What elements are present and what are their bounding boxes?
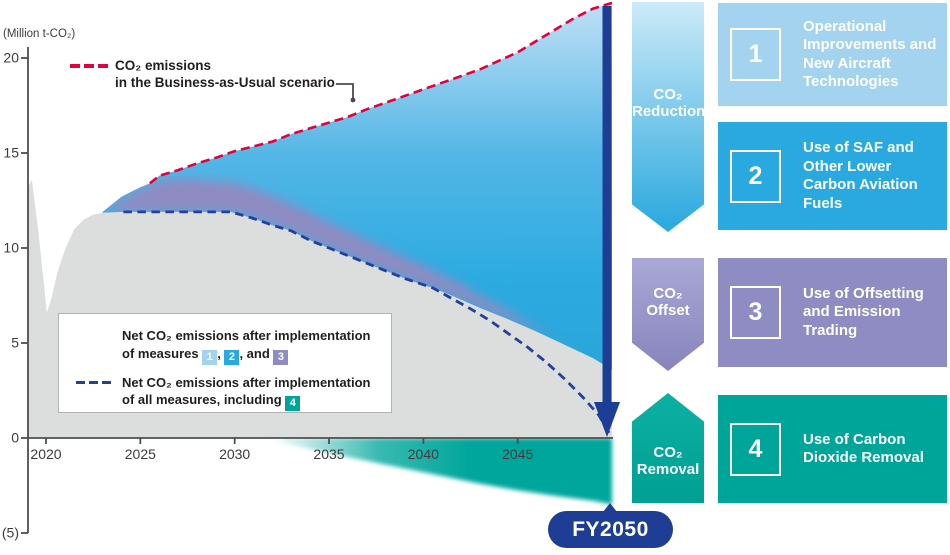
- measure-box-4: 4 Use of Carbon Dioxide Removal: [718, 395, 947, 503]
- co2-reduction-arrow-line2: Reduction: [632, 103, 706, 120]
- x-tick-label: 2035: [313, 446, 344, 462]
- bau-series-legend: CO₂ emissions in the Business-as-Usual s…: [70, 57, 335, 91]
- measure-1-label: Operational Improvements and New Aircraf…: [803, 17, 937, 91]
- x-tick-label: 2045: [502, 446, 533, 462]
- measure-box-3: 3 Use of Offsetting and Emission Trading: [718, 258, 947, 367]
- chart-dashed-lines: [123, 1, 614, 439]
- x-tick-label: 2025: [125, 446, 156, 462]
- co2-reduction-blue-area: [102, 2, 612, 370]
- co2-removal-arrow-line2: Removal: [636, 461, 700, 478]
- co2-removal-area: [263, 438, 612, 505]
- measure-3-label: Use of Offsetting and Emission Trading: [803, 284, 924, 339]
- legend-row-net123: Net CO₂ emissions after implementation o…: [76, 327, 391, 365]
- fy2050-label: FY2050: [548, 503, 673, 548]
- bau-red-dashed-line: [148, 1, 613, 185]
- measure-2-chip: 2: [224, 349, 240, 365]
- y-tick-label: (5): [2, 525, 19, 541]
- co2-removal-arrow: CO₂ Removal: [632, 393, 704, 503]
- x-tick-label: 2020: [30, 446, 61, 462]
- chart-axes: 20 15 10 5 0 (5) 2020 2025 2030 2035 2040 2045: [2, 47, 613, 541]
- bau-legend-line1: CO₂ emissions: [115, 58, 212, 73]
- legend-net123-line2: of measures 1, 2, and 3: [122, 345, 371, 365]
- net-all-navy-dashed-line: [123, 210, 614, 439]
- y-tick-label: 5: [11, 335, 19, 351]
- measure-2-label: Use of SAF and Other Lower Carbon Aviati…: [803, 139, 918, 212]
- co2-offset-arrow: CO₂ Offset: [632, 258, 704, 371]
- legend-net123-line1: Net CO₂ emissions after implementation: [122, 328, 371, 343]
- legend-netall-line1: Net CO₂ emissions after implementation: [122, 374, 371, 390]
- legend-row-net-all: Net CO₂ emissions after implementation o…: [76, 374, 391, 412]
- navy-dash-sample: [76, 374, 122, 412]
- co2-reduction-arrow-line1: CO₂: [653, 86, 683, 103]
- co2-reduction-arrow: CO₂ Reduction: [632, 2, 704, 232]
- measure-2-number: 2: [730, 149, 781, 203]
- measure-box-2: 2 Use of SAF and Other Lower Carbon Avia…: [718, 122, 947, 230]
- y-tick-label: 0: [11, 430, 19, 446]
- y-tick-label: 15: [3, 145, 19, 161]
- measure-4-chip: 4: [285, 396, 301, 411]
- co2-total-reduction-arrow: [594, 6, 620, 437]
- chart-legend-box: Net CO₂ emissions after implementation o…: [58, 313, 392, 413]
- co2-removal-arrow-line1: CO₂: [653, 444, 683, 461]
- co2-offset-arrow-line1: CO₂: [653, 284, 683, 302]
- gray-area-swatch: [76, 327, 122, 365]
- y-tick-label: 10: [3, 240, 19, 256]
- measure-box-1: 1 Operational Improvements and New Aircr…: [718, 3, 947, 106]
- y-axis-unit-label: (Million t-CO₂): [3, 28, 75, 40]
- measure-3-number: 3: [730, 286, 781, 339]
- measure-4-number: 4: [730, 422, 781, 476]
- measure-1-number: 1: [730, 28, 781, 81]
- measure-4-label: Use of Carbon Dioxide Removal: [803, 430, 924, 467]
- measure-1-chip: 1: [202, 349, 218, 365]
- y-tick-label: 20: [3, 50, 19, 66]
- co2-offset-purple-band: [102, 178, 575, 353]
- x-tick-label: 2030: [219, 446, 250, 462]
- bau-legend-leader-line: [336, 83, 356, 103]
- bau-legend-line2: in the Business-as-Usual scenario: [115, 75, 335, 90]
- legend-netall-line2: of all measures, including 4: [122, 391, 371, 411]
- x-tick-label: 2040: [408, 446, 439, 462]
- measure-3-chip: 3: [273, 349, 289, 365]
- red-dash-sample: [70, 64, 108, 68]
- co2-offset-arrow-line2: Offset: [646, 301, 690, 319]
